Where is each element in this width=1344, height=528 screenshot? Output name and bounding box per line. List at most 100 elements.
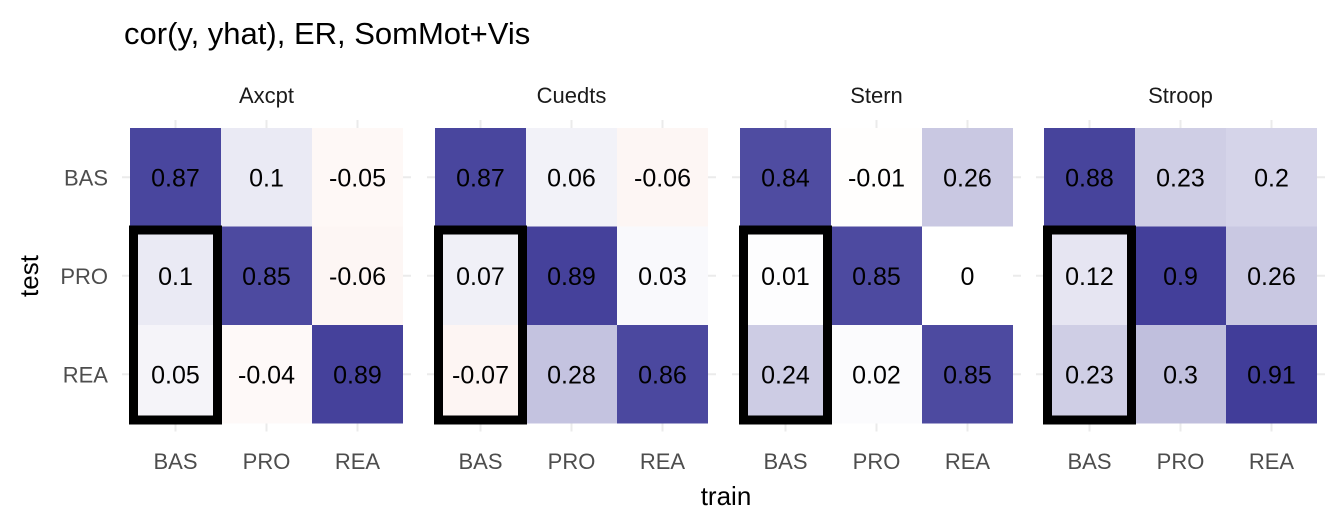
tile-value-label: 0.91 — [1247, 361, 1296, 389]
heatmap-tile — [617, 128, 708, 227]
heatmap-tile — [221, 226, 312, 325]
y-axis-title: test — [14, 254, 44, 297]
tile-value-label: 0.26 — [1247, 263, 1296, 291]
heatmap-tile — [922, 226, 1013, 325]
heatmap-tile — [922, 128, 1013, 227]
heatmap-tile — [740, 325, 831, 424]
facet-label: Cuedts — [537, 83, 607, 108]
tile-value-label: 0.3 — [1163, 361, 1198, 389]
heatmap-tile — [1226, 226, 1317, 325]
tile-value-label: 0.1 — [249, 164, 284, 192]
tile-value-label: 0.24 — [761, 361, 810, 389]
tile-value-label: 0.12 — [1065, 263, 1114, 291]
tile-value-label: 0.85 — [852, 263, 901, 291]
heatmap-tile — [435, 325, 526, 424]
x-tick-label: PRO — [853, 449, 901, 474]
x-axis-title: train — [701, 481, 752, 511]
panel-stern: Stern 0.84 -0.01 0.26 0.01 0.85 0 0.24 0.02 0.85 B… — [732, 83, 1021, 474]
highlight-box — [1043, 225, 1136, 425]
heatmap-tile — [526, 325, 617, 424]
tile-value-label: -0.04 — [238, 361, 295, 389]
heatmap-tile — [130, 128, 221, 227]
x-tick-label: REA — [335, 449, 381, 474]
highlight-box — [434, 225, 527, 425]
tile-value-label: -0.05 — [329, 164, 386, 192]
heatmap-tile — [831, 128, 922, 227]
tile-value-label: 0 — [961, 263, 975, 291]
panel-stroop: Stroop 0.88 0.23 0.2 0.12 0.9 0.26 0.23 0.3 0.91 B… — [1036, 83, 1325, 474]
tile-value-label: 0.87 — [456, 164, 505, 192]
heatmap-tile — [1044, 226, 1135, 325]
tile-value-label: 0.89 — [547, 263, 596, 291]
heatmap-tile — [1044, 128, 1135, 227]
y-tick-label: REA — [63, 362, 109, 387]
x-tick-label: REA — [640, 449, 686, 474]
heatmap-tile — [312, 325, 403, 424]
panel-cuedts: Cuedts 0.87 0.06 -0.06 0.07 0.89 0.03 -0.07 0.28… — [427, 83, 716, 474]
panels: Axcpt 0.87 0.1 -0.05 0.1 0.85 -0.06 0.05 -0.04 0.… — [60, 83, 1325, 474]
tile-value-label: 0.2 — [1254, 164, 1289, 192]
facet-label: Axcpt — [239, 83, 294, 108]
heatmap-tile — [435, 128, 526, 227]
tile-value-label: 0.26 — [943, 164, 992, 192]
x-tick-label: BAS — [153, 449, 197, 474]
x-tick-label: BAS — [763, 449, 807, 474]
tile-value-label: -0.06 — [329, 263, 386, 291]
tile-value-label: 0.28 — [547, 361, 596, 389]
tile-value-label: 0.07 — [456, 263, 505, 291]
heatmap-tile — [617, 226, 708, 325]
heatmap-tile — [526, 128, 617, 227]
tile-value-label: 0.01 — [761, 263, 810, 291]
heatmap-tile — [435, 226, 526, 325]
heatmap-tile — [922, 325, 1013, 424]
highlight-box — [129, 225, 222, 425]
heatmap-tile — [617, 325, 708, 424]
heatmap-tile — [1044, 325, 1135, 424]
tile-value-label: 0.88 — [1065, 164, 1114, 192]
heatmap-tile — [312, 128, 403, 227]
tile-value-label: 0.85 — [943, 361, 992, 389]
tile-value-label: 0.23 — [1156, 164, 1205, 192]
heatmap-tile — [221, 128, 312, 227]
y-tick-label: PRO — [60, 264, 108, 289]
tile-value-label: -0.07 — [452, 361, 509, 389]
x-tick-label: PRO — [243, 449, 291, 474]
tile-value-label: 0.85 — [242, 263, 291, 291]
heatmap-tile — [1226, 128, 1317, 227]
chart-title: cor(y, yhat), ER, SomMot+Vis — [124, 16, 530, 51]
heatmap-tile — [130, 226, 221, 325]
tile-value-label: 0.9 — [1163, 263, 1198, 291]
tile-value-label: 0.23 — [1065, 361, 1114, 389]
heatmap-tile — [526, 226, 617, 325]
heatmap-tile — [740, 226, 831, 325]
x-tick-label: BAS — [458, 449, 502, 474]
tile-value-label: 0.86 — [638, 361, 687, 389]
x-tick-label: PRO — [548, 449, 596, 474]
highlight-box — [739, 225, 832, 425]
facet-label: Stern — [850, 83, 903, 108]
tile-value-label: 0.05 — [151, 361, 200, 389]
heatmap-tile — [1226, 325, 1317, 424]
facet-label: Stroop — [1148, 83, 1213, 108]
heatmap-tile — [312, 226, 403, 325]
heatmap-tile — [831, 226, 922, 325]
heatmap-tile — [1135, 128, 1226, 227]
heatmap-tile — [740, 128, 831, 227]
tile-value-label: 0.87 — [151, 164, 200, 192]
heatmap-tile — [831, 325, 922, 424]
heatmap-tile — [130, 325, 221, 424]
x-tick-label: BAS — [1067, 449, 1111, 474]
heatmap-tile — [1135, 226, 1226, 325]
tile-value-label: 0.02 — [852, 361, 901, 389]
heatmap-tile — [1135, 325, 1226, 424]
y-tick-label: BAS — [64, 165, 108, 190]
tile-value-label: 0.84 — [761, 164, 810, 192]
tile-value-label: 0.1 — [158, 263, 193, 291]
panel-axcpt: Axcpt 0.87 0.1 -0.05 0.1 0.85 -0.06 0.05 -0.04 0.… — [60, 83, 411, 474]
x-tick-label: REA — [945, 449, 991, 474]
tile-value-label: 0.06 — [547, 164, 596, 192]
heatmap-tile — [221, 325, 312, 424]
tile-value-label: -0.01 — [848, 164, 905, 192]
tile-value-label: 0.89 — [333, 361, 382, 389]
